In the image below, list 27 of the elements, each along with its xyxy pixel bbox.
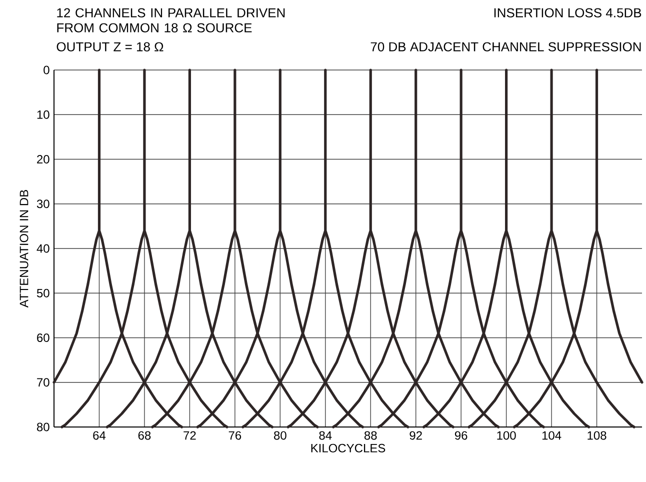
y-axis-title: ATTENUATION IN DB bbox=[20, 190, 28, 308]
text: 70 DB ADJACENT CHANNEL SUPPRESSION bbox=[370, 42, 641, 52]
text: INSERTION LOSS 4.5DB bbox=[494, 8, 642, 18]
y-tick-label: 10 bbox=[37, 110, 50, 119]
y-tick-label: 60 bbox=[37, 334, 50, 342]
y-tick-label: 70 bbox=[37, 378, 50, 387]
x-tick-label: 68 bbox=[138, 431, 151, 440]
x-tick-label: 64 bbox=[93, 431, 106, 440]
chart-title: 12 CHANNELS IN PARALLEL DRIVEN FROM COMMON 18 Ω SOURCE bbox=[57, 8, 285, 32]
x-tick-label: 108 bbox=[588, 431, 606, 440]
x-axis-title: KILOCYCLES bbox=[311, 444, 386, 452]
y-tick-label: 20 bbox=[37, 155, 50, 164]
x-tick-label: 76 bbox=[228, 431, 242, 440]
x-tick-label: 104 bbox=[542, 431, 562, 440]
y-tick-label: 0 bbox=[44, 66, 50, 74]
y-tick-label: 50 bbox=[36, 288, 50, 298]
x-tick-label: 100 bbox=[497, 431, 516, 440]
y-tick-label: 30 bbox=[36, 200, 50, 208]
y-tick-label: 80 bbox=[36, 422, 50, 432]
x-tick-label: 88 bbox=[364, 431, 377, 440]
x-tick-label: 72 bbox=[184, 431, 196, 440]
x-tick-label: 96 bbox=[454, 431, 468, 440]
x-tick-label: 92 bbox=[410, 431, 422, 440]
x-tick-label: 84 bbox=[319, 431, 332, 440]
y-tick-label: 40 bbox=[36, 244, 50, 253]
x-tick-label: 80 bbox=[274, 431, 286, 440]
text: OUTPUT Z = 18 Ω bbox=[56, 42, 164, 52]
